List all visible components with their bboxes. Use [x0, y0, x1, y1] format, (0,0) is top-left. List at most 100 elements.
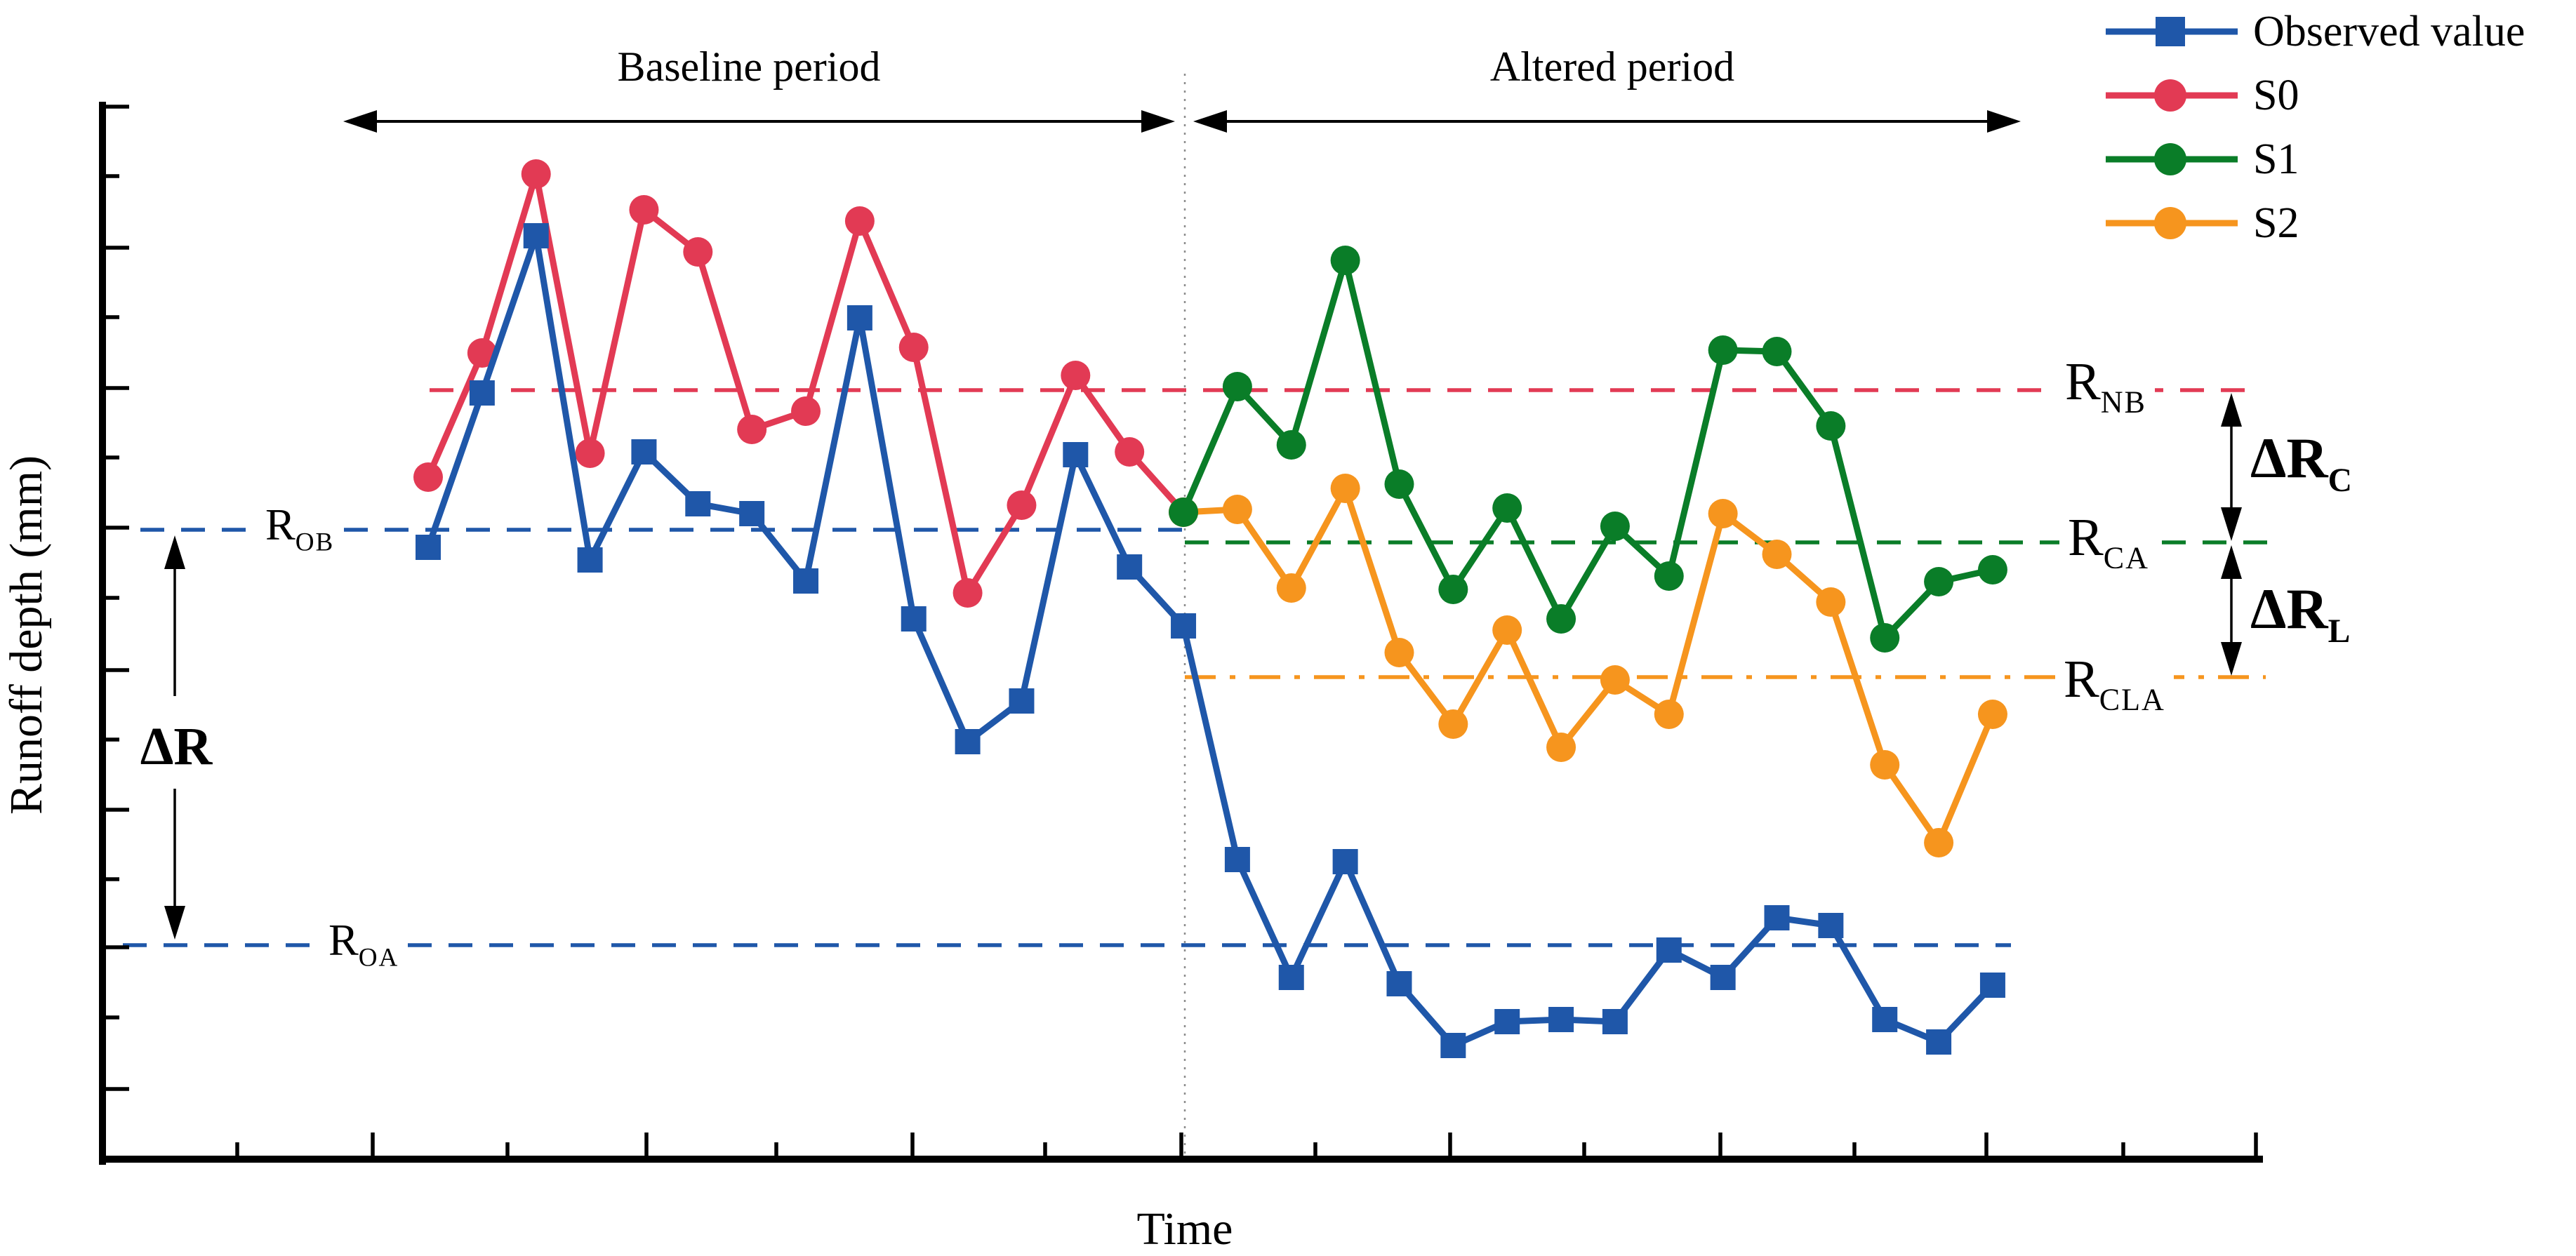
data-point	[791, 396, 821, 426]
ref-label-sub: CLA	[2099, 682, 2165, 717]
ref-label-r-ca: RCA	[2059, 509, 2158, 575]
data-point	[1330, 474, 1360, 503]
data-point	[1870, 750, 1900, 780]
data-point	[1492, 615, 1522, 645]
x-axis-title: Time	[1136, 1203, 1233, 1255]
data-point	[1222, 372, 1252, 401]
data-point	[1169, 497, 1199, 527]
annot-base: ΔR	[140, 717, 213, 777]
ref-label-r-ob: ROB	[257, 501, 343, 557]
data-point	[1818, 913, 1844, 938]
ref-label-r-oa: ROA	[320, 915, 408, 973]
data-point	[1546, 604, 1576, 634]
ref-label-sub: NB	[2100, 385, 2146, 420]
y-axis-line	[99, 102, 106, 1165]
period-label-baseline: Baseline period	[617, 44, 881, 90]
data-point	[1656, 937, 1682, 963]
data-point	[1600, 665, 1630, 695]
data-point	[629, 195, 659, 225]
legend-circle-marker-icon	[2106, 207, 2238, 239]
data-point	[469, 380, 495, 406]
data-point	[683, 237, 713, 267]
data-point	[1762, 540, 1792, 569]
legend-circle-marker-icon	[2106, 143, 2238, 175]
data-point	[1224, 847, 1250, 872]
legend-item-label: S0	[2253, 72, 2299, 119]
data-point	[1276, 573, 1306, 603]
data-point	[1171, 613, 1197, 639]
annot-sub: L	[2328, 613, 2352, 650]
legend-item-label: S2	[2253, 199, 2299, 247]
data-point	[844, 206, 875, 236]
data-point	[685, 491, 711, 516]
data-point	[1870, 623, 1900, 653]
data-point	[1710, 965, 1736, 990]
data-point	[523, 223, 549, 248]
axes	[99, 102, 2263, 1165]
annot-base: ΔR	[2250, 426, 2328, 490]
data-point	[1654, 561, 1684, 591]
data-point	[416, 535, 441, 560]
data-point	[1438, 709, 1468, 739]
data-point	[1061, 361, 1091, 390]
ref-label-base: R	[265, 500, 296, 549]
data-point	[898, 333, 929, 362]
legend-item-s1: S1	[2103, 138, 2299, 181]
annot-sub: C	[2328, 462, 2353, 499]
y-axis-title: Runoff depth (mm)	[1, 455, 52, 815]
data-point	[1117, 554, 1143, 580]
data-point	[739, 501, 765, 526]
data-point	[1546, 733, 1576, 762]
annot-base: ΔR	[2250, 577, 2328, 641]
x-axis-line	[99, 1156, 2263, 1163]
data-point	[1654, 700, 1684, 729]
data-point	[1816, 411, 1846, 441]
legend-circle-marker-icon	[2106, 79, 2238, 112]
ref-label-sub: CA	[2103, 540, 2149, 575]
data-point	[1924, 828, 1954, 857]
data-point	[1384, 469, 1414, 499]
data-point	[1977, 700, 2007, 729]
data-point	[467, 338, 497, 368]
data-point	[1115, 437, 1145, 467]
data-point	[955, 729, 981, 754]
data-point	[737, 415, 767, 444]
data-point	[1602, 1009, 1628, 1034]
data-point	[575, 439, 605, 468]
data-point	[1764, 905, 1790, 930]
data-point	[1330, 246, 1360, 275]
data-point	[631, 439, 657, 465]
data-point	[901, 606, 927, 632]
ref-label-r-nb: RNB	[2057, 354, 2155, 420]
series-s1	[1169, 246, 2007, 653]
annot-label-delta-r-l: ΔRL	[2250, 580, 2351, 649]
legend-item-s2: S2	[2103, 201, 2299, 245]
data-point	[1548, 1007, 1574, 1032]
data-point	[1438, 575, 1468, 604]
legend-item-s0: S0	[2103, 74, 2299, 117]
data-point	[1600, 512, 1630, 541]
delta-arrows	[164, 393, 2242, 940]
ref-label-sub: OA	[358, 943, 399, 973]
data-point	[1494, 1009, 1520, 1034]
data-point	[1816, 587, 1846, 617]
data-point	[1009, 688, 1035, 714]
ref-label-base: R	[2068, 508, 2104, 567]
period-label-altered: Altered period	[1489, 44, 1735, 90]
legend-item-label: Observed value	[2253, 8, 2525, 55]
data-point	[1440, 1033, 1466, 1058]
ref-label-base: R	[328, 915, 359, 965]
data-point	[1492, 493, 1522, 523]
series-observed-value	[416, 223, 2005, 1058]
annot-label-delta-r-c: ΔRC	[2250, 429, 2353, 498]
ref-label-r-cla: RCLA	[2055, 651, 2174, 717]
data-point	[952, 578, 983, 608]
data-point	[1276, 430, 1306, 460]
data-point	[1762, 337, 1792, 366]
period-arrows	[343, 110, 2021, 133]
data-point	[1926, 1029, 1952, 1055]
data-point	[1007, 490, 1037, 520]
data-point	[577, 547, 603, 573]
data-point	[1063, 442, 1089, 467]
